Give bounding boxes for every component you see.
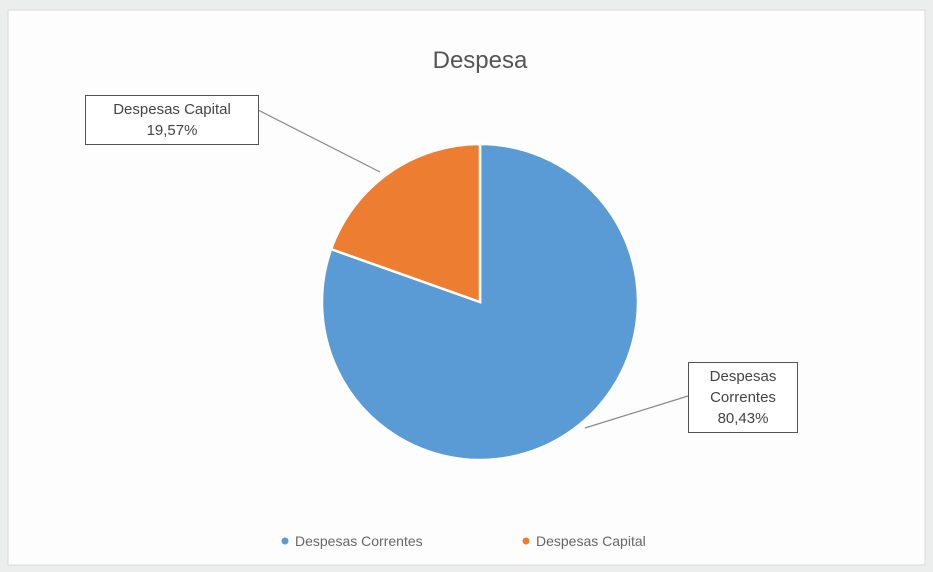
legend-marker: [281, 537, 289, 545]
data-label-name: Despesas Correntes: [709, 368, 777, 406]
data-label: Despesas Capital 19,57%: [85, 95, 259, 145]
chart-title: Despesa: [433, 47, 528, 74]
legend-marker: [522, 537, 530, 545]
leader-line: [257, 109, 381, 173]
pie-slice: [329, 142, 482, 304]
legend-label: Despesas Correntes: [295, 533, 423, 549]
data-label-value: 19,57%: [146, 122, 198, 139]
data-label: Despesas Correntes 80,43%: [688, 362, 798, 433]
data-label-value: 80,43%: [717, 410, 769, 427]
data-label-name: Despesas Capital: [113, 101, 231, 118]
legend-label: Despesas Capital: [536, 533, 646, 549]
leader-line: [584, 395, 689, 429]
